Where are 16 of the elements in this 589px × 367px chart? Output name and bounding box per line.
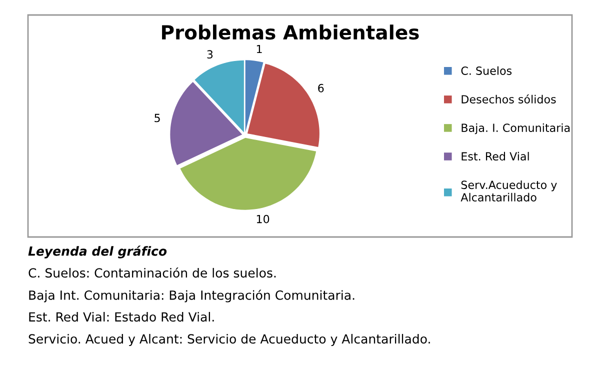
legend-label: Est. Red Vial bbox=[462, 152, 529, 161]
data-label: 3 bbox=[207, 50, 213, 59]
text: Leyenda del gráfico bbox=[28, 246, 167, 258]
data-label: 6 bbox=[318, 84, 324, 92]
text: Est. Red Vial: Estado Red Vial. bbox=[29, 312, 214, 322]
legend-label: Baja. I. Comunitaria bbox=[462, 123, 570, 134]
legend-label: Desechos sólidos bbox=[462, 94, 556, 104]
data-label: 5 bbox=[154, 114, 160, 122]
legend-label: C. Suelos bbox=[461, 66, 512, 75]
legend-label: Serv.Acueducto y Alcantarillado bbox=[460, 180, 557, 202]
data-label: 10 bbox=[256, 214, 270, 224]
text: C. Suelos: Contaminación de los suelos. bbox=[28, 267, 276, 278]
data-label: 1 bbox=[256, 44, 262, 54]
text: Baja Int. Comunitaria: Baja Integración Comunitaria. bbox=[29, 290, 354, 302]
chart-title: Problemas Ambientales bbox=[162, 24, 419, 40]
text: Servicio. Acued y Alcant: Servicio de Acueducto y Alcantarillado. bbox=[28, 334, 430, 346]
